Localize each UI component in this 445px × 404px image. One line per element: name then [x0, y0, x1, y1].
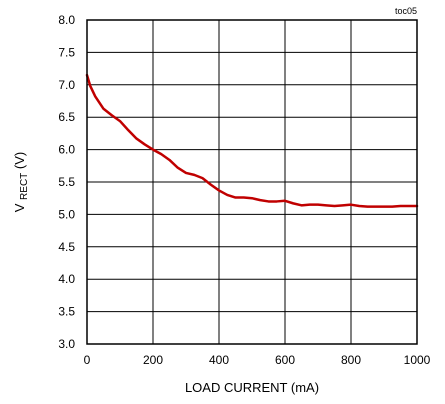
grid — [87, 20, 417, 344]
y-tick-label: 6.0 — [58, 143, 75, 157]
y-tick-label: 7.5 — [58, 45, 75, 59]
y-axis-title-unit: (V) — [12, 152, 27, 169]
y-axis-title-subscript: RECT — [19, 173, 30, 200]
x-tick-label: 800 — [341, 353, 361, 367]
y-tick-label: 5.0 — [58, 207, 75, 221]
y-tick-label: 3.0 — [58, 337, 75, 351]
y-tick-label: 8.0 — [58, 13, 75, 27]
x-tick-label: 200 — [143, 353, 163, 367]
y-tick-label: 4.5 — [58, 240, 75, 254]
y-axis-title-main: V — [12, 203, 27, 212]
y-tick-label: 4.0 — [58, 272, 75, 286]
x-tick-label: 0 — [84, 353, 91, 367]
y-axis-title: V RECT (V) — [12, 152, 30, 213]
series-line-vrect — [85, 73, 419, 208]
y-tick-label: 5.5 — [58, 175, 75, 189]
x-tick-labels: 0 200 400 600 800 1000 — [84, 353, 431, 367]
x-tick-label: 400 — [209, 353, 229, 367]
x-tick-label: 1000 — [404, 353, 431, 367]
y-tick-labels: 3.0 3.5 4.0 4.5 5.0 5.5 6.0 6.5 7.0 7.5 8.0 — [58, 13, 75, 351]
x-axis-title: LOAD CURRENT (mA) — [185, 380, 319, 395]
y-tick-label: 6.5 — [58, 110, 75, 124]
y-tick-label: 3.5 — [58, 305, 75, 319]
x-tick-label: 600 — [275, 353, 295, 367]
figure-id-label: toc05 — [395, 6, 417, 16]
series-layer — [85, 73, 419, 208]
y-tick-label: 7.0 — [58, 78, 75, 92]
plot-frame — [86, 19, 418, 345]
